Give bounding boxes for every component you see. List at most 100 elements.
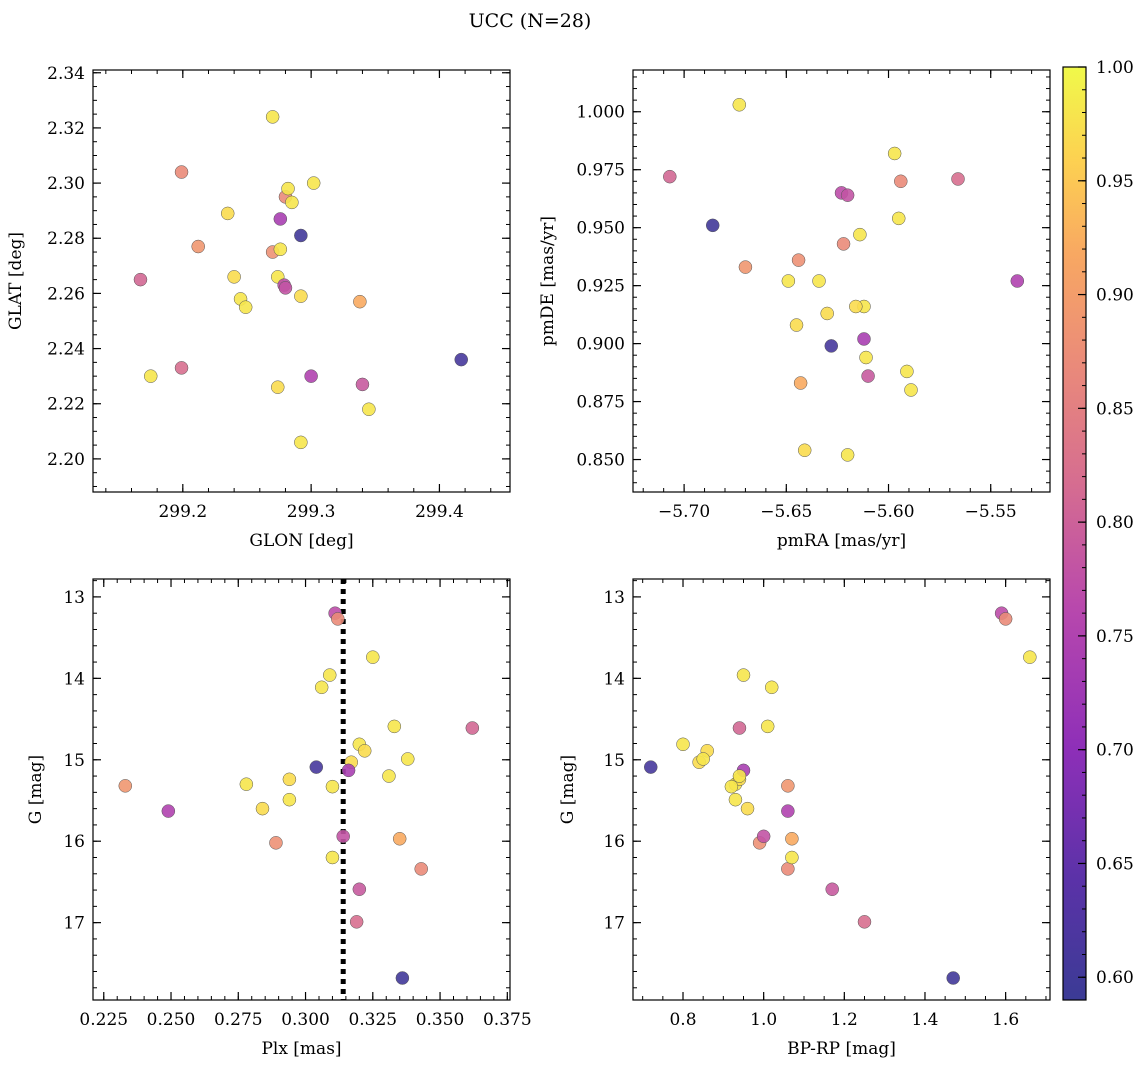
data-point	[273, 212, 288, 226]
data-point	[118, 779, 133, 793]
data-point	[355, 377, 370, 392]
data-point	[331, 612, 345, 626]
data-point	[696, 752, 710, 766]
data-point	[946, 971, 960, 985]
scatter-points	[118, 606, 480, 985]
colorbar-tick-label: 1.00	[1096, 58, 1134, 78]
y-axis-label: G [mag]	[26, 755, 46, 824]
data-point	[395, 971, 410, 985]
y-tick-label: 16	[603, 832, 625, 852]
colorbar-tick-label: 0.75	[1096, 627, 1134, 647]
data-point	[278, 281, 293, 295]
x-tick-label: 0.250	[147, 1010, 196, 1030]
data-point	[785, 850, 799, 865]
panel-2: −5.70 −5.65 −5.60 −5.55 0.850 0.875 0.900 0.925…	[538, 69, 1051, 551]
data-point	[341, 763, 356, 778]
y-tick-label: 16	[63, 832, 85, 852]
y-tick-label: 0.950	[576, 219, 625, 239]
data-point	[239, 777, 254, 791]
figure-title: UCC (N=28)	[469, 10, 592, 32]
data-point	[392, 832, 407, 846]
y-tick-label: 2.24	[47, 340, 85, 360]
data-point	[273, 242, 288, 257]
x-tick-label: 1.2	[831, 1010, 858, 1030]
colorbar: 0.60 0.65 0.70 0.75 0.80 0.85 0.90 0.95 1.00	[1062, 58, 1134, 1001]
data-point	[304, 369, 318, 383]
data-point	[836, 237, 851, 251]
data-point	[362, 402, 376, 417]
data-point	[454, 352, 468, 367]
y-tick-label: 2.28	[47, 229, 85, 249]
x-tick-label: −5.70	[658, 502, 710, 522]
data-point	[764, 680, 779, 695]
colorbar-gradient	[1062, 66, 1087, 1001]
data-point	[1010, 274, 1025, 288]
data-point	[740, 801, 755, 816]
y-tick-label: 13	[63, 588, 85, 608]
data-point	[887, 146, 902, 161]
data-point	[1023, 650, 1037, 664]
x-tick-label: 0.300	[281, 1010, 330, 1030]
data-point	[998, 612, 1013, 626]
data-point	[781, 274, 796, 288]
colorbar-tick-label: 0.65	[1096, 854, 1134, 874]
data-point	[663, 169, 677, 184]
colorbar-tick-label: 0.70	[1096, 741, 1134, 761]
data-point	[824, 339, 839, 353]
data-point	[900, 364, 914, 379]
data-point	[357, 744, 372, 758]
data-point	[161, 804, 176, 818]
data-point	[760, 719, 775, 734]
y-tick-label: 13	[603, 588, 625, 608]
data-point	[220, 206, 235, 221]
data-point	[849, 299, 863, 314]
y-tick-label: 2.30	[47, 174, 85, 194]
y-tick-label: 17	[63, 914, 85, 934]
data-point	[904, 383, 918, 397]
data-point	[859, 350, 873, 365]
y-tick-label: 0.900	[576, 335, 625, 355]
data-point	[643, 760, 658, 774]
data-point	[282, 772, 297, 787]
data-point	[285, 195, 299, 210]
x-tick-label: −5.55	[965, 502, 1017, 522]
y-tick-label: 15	[63, 751, 85, 771]
y-tick-label: 0.975	[576, 161, 625, 181]
data-point	[791, 253, 806, 267]
data-point	[785, 832, 799, 846]
data-point	[465, 721, 480, 735]
plot-frame	[632, 69, 1051, 493]
data-point	[951, 172, 965, 186]
y-tick-label: 0.925	[576, 277, 625, 297]
x-tick-label: 0.325	[348, 1010, 397, 1030]
data-point	[133, 272, 148, 287]
data-point	[281, 181, 295, 196]
plot-frame	[632, 578, 1051, 1001]
data-point	[793, 376, 808, 390]
data-point	[724, 779, 739, 794]
data-point	[812, 274, 826, 288]
data-point	[325, 779, 340, 794]
data-point	[894, 174, 908, 189]
colorbar-tick-label: 0.90	[1096, 286, 1134, 306]
plot-frame	[92, 69, 511, 493]
y-tick-label: 15	[603, 751, 625, 771]
y-tick-label: 14	[603, 669, 625, 689]
x-axis-label: GLON [deg]	[249, 531, 353, 551]
y-tick-label: 2.26	[47, 284, 85, 304]
data-point	[255, 801, 270, 816]
x-tick-label: 299.2	[158, 502, 207, 522]
x-tick-label: −5.60	[862, 502, 914, 522]
y-tick-label: 2.20	[47, 450, 85, 470]
scatter-points	[663, 98, 1025, 462]
data-point	[736, 668, 751, 682]
y-tick-label: 0.850	[576, 451, 625, 471]
x-tick-label: 0.8	[669, 1010, 696, 1030]
data-point	[314, 680, 329, 695]
data-point	[271, 380, 285, 394]
data-point	[227, 270, 241, 284]
y-tick-label: 2.34	[47, 64, 85, 84]
colorbar-tick-label: 0.85	[1096, 399, 1134, 419]
y-tick-label: 14	[63, 669, 85, 689]
